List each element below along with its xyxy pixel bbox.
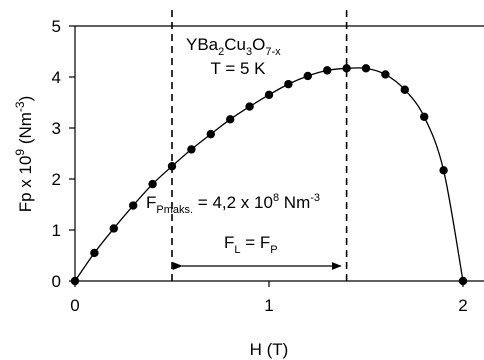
fpmax-sub: Pmaks. <box>156 204 193 216</box>
fpmax-unit-exp: -3 <box>310 192 320 204</box>
data-point <box>284 79 293 89</box>
data-point <box>187 145 196 154</box>
y-tick-label: 1 <box>52 221 61 240</box>
y-tick-label: 4 <box>52 68 61 87</box>
data-point <box>400 85 409 94</box>
compound-y: Y <box>186 35 197 54</box>
fpmax-unit: Nm <box>279 193 310 212</box>
y-axis-title-unit-exp: -3 <box>13 101 27 112</box>
compound-ba: Ba <box>197 35 218 54</box>
fl-main: F <box>224 233 234 252</box>
data-point <box>245 102 254 111</box>
data-point <box>226 115 235 124</box>
y-tick-label: 2 <box>52 170 61 189</box>
axis-ticks: 0 1 2 0 1 2 3 4 5 <box>52 17 468 315</box>
y-axis-title: Fp x 109 (Nm-3) <box>13 96 35 213</box>
temperature-label: T = 5 K <box>211 59 267 78</box>
data-point <box>303 71 312 81</box>
fl-sub: L <box>234 244 240 256</box>
fpmax-label: FPmaks. = 4,2 x 108 Nm-3 <box>146 192 320 216</box>
x-tick-label: 0 <box>70 296 79 315</box>
compound-cu: Cu <box>224 35 246 54</box>
data-point <box>458 276 468 286</box>
compound-o: O <box>252 35 265 54</box>
data-point <box>361 64 371 73</box>
x-tick-label: 2 <box>458 296 467 315</box>
y-axis-title-close: ) <box>16 96 35 102</box>
compound-sub-3: 3 <box>246 46 252 58</box>
compound-label: YBa2Cu3O7-x <box>186 35 281 58</box>
data-point <box>148 179 157 189</box>
y-axis-title-exp: 9 <box>13 149 27 156</box>
data-point <box>90 248 99 258</box>
x-axis-title: H (T) <box>250 340 289 359</box>
data-point <box>129 201 138 210</box>
data-point <box>439 166 448 175</box>
data-point <box>109 224 119 233</box>
series-points <box>70 64 468 286</box>
data-point <box>420 112 429 121</box>
y-tick-label: 3 <box>52 119 61 138</box>
compound-sub-7x: 7-x <box>265 46 281 58</box>
data-point <box>381 70 390 79</box>
fl-fp-label: FL = FP <box>224 233 278 256</box>
y-tick-label: 5 <box>52 17 61 36</box>
fpmax-main: F <box>146 193 156 212</box>
data-point <box>206 129 215 139</box>
y-axis-title-main: Fp x 10 <box>16 156 35 213</box>
data-point <box>167 162 177 171</box>
data-point <box>323 66 332 75</box>
data-point <box>70 276 80 286</box>
x-tick-label: 1 <box>264 296 273 315</box>
reference-lines <box>171 10 348 281</box>
y-axis-title-unit: (Nm <box>16 112 35 149</box>
data-point <box>264 90 274 100</box>
fpmax-value: = 4,2 x 10 <box>193 193 273 212</box>
y-tick-label: 0 <box>52 272 61 291</box>
compound-sub-2: 2 <box>218 46 224 58</box>
fpmax-exp: 8 <box>273 192 279 204</box>
data-point <box>342 64 351 73</box>
fl-eq: = F <box>241 233 271 252</box>
fp-sub: P <box>270 244 277 256</box>
